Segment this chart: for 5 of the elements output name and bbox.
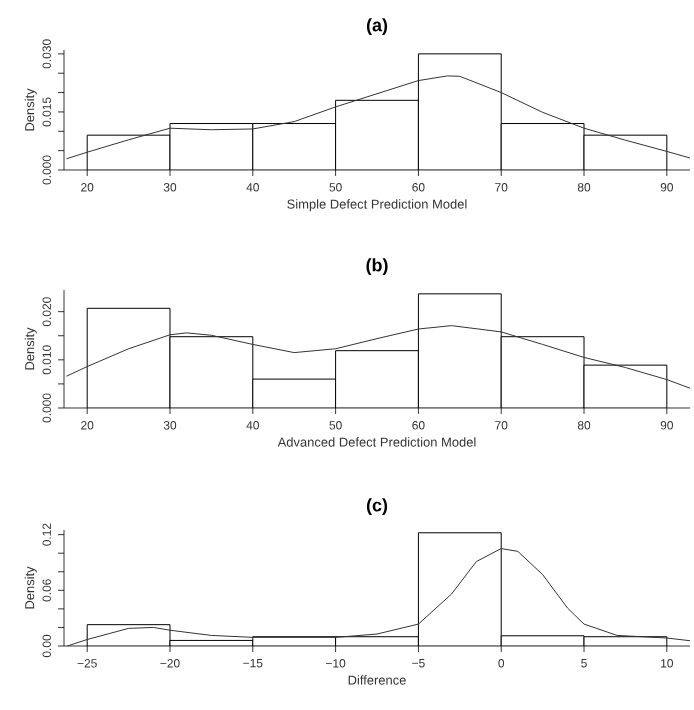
line-series: [65, 325, 691, 389]
chart-title: (c): [366, 498, 388, 515]
chart-title: (b): [366, 258, 388, 275]
line-series: [65, 75, 691, 160]
chart-title: (a): [366, 18, 388, 35]
